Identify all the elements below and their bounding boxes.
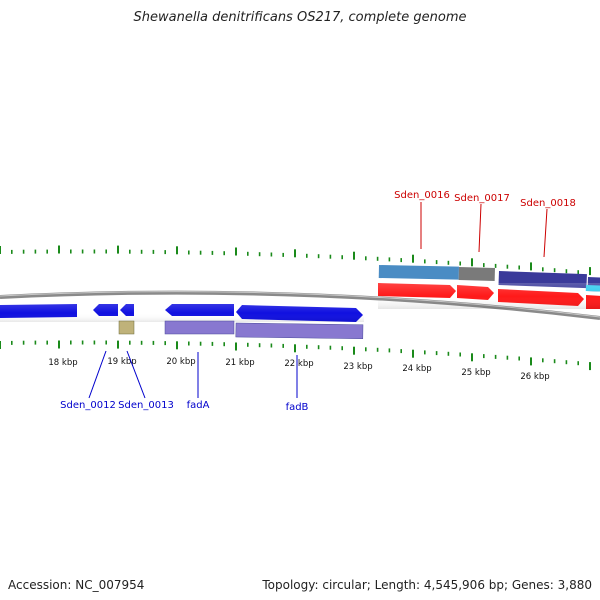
scale-label: 18 kbp bbox=[48, 358, 77, 368]
genome-summary-text: Topology: circular; Length: 4,545,906 bp… bbox=[262, 578, 592, 592]
cds-forward-4[interactable] bbox=[586, 295, 600, 309]
gene-fada-product[interactable] bbox=[164, 320, 235, 335]
gene-label-sden-0012[interactable]: Sden_0012 bbox=[60, 400, 116, 411]
gene-fadb-product[interactable] bbox=[235, 322, 364, 340]
scale-label: 24 kbp bbox=[402, 364, 431, 374]
cds-sden-0013[interactable] bbox=[120, 304, 134, 316]
gene-label-sden-0013[interactable]: Sden_0013 bbox=[118, 400, 174, 411]
scale-label: 26 kbp bbox=[520, 372, 549, 382]
label-leader bbox=[88, 350, 107, 399]
scale-label: 23 kbp bbox=[343, 362, 372, 372]
gene-label-sden-0018[interactable]: Sden_0018 bbox=[520, 198, 576, 209]
cds-forward-3[interactable] bbox=[498, 289, 584, 306]
gene-label-fadb[interactable]: fadB bbox=[286, 402, 309, 413]
accession-text: Accession: NC_007954 bbox=[8, 578, 145, 592]
cds-fadb[interactable] bbox=[236, 305, 363, 322]
gene-cyan-segment[interactable] bbox=[585, 285, 600, 292]
scale-label: 22 kbp bbox=[284, 359, 313, 369]
scale-labels: 18 kbp 19 kbp 20 kbp 21 kbp 22 kbp 23 kb… bbox=[48, 357, 549, 382]
label-leader bbox=[478, 203, 482, 253]
inner-tick-ring bbox=[0, 340, 591, 371]
reverse-gene-labels: Sden_0012 Sden_0013 fadA fadB bbox=[60, 350, 309, 413]
cds-forward-2[interactable] bbox=[457, 285, 494, 300]
reverse-feature-track bbox=[0, 304, 364, 340]
gene-sden-0018[interactable] bbox=[498, 271, 587, 289]
gene-sden-0017[interactable] bbox=[458, 267, 495, 281]
cds-sden-0012[interactable] bbox=[93, 304, 118, 316]
cds-fada[interactable] bbox=[165, 304, 234, 316]
map-title: Shewanella denitrificans OS217, complete… bbox=[133, 10, 467, 25]
cds-reverse-1[interactable] bbox=[0, 304, 77, 318]
forward-gene-labels: Sden_0016 Sden_0017 Sden_0018 bbox=[394, 190, 576, 258]
gene-sden-0016[interactable] bbox=[378, 264, 459, 280]
outer-tick-ring bbox=[0, 245, 591, 276]
scale-label: 20 kbp bbox=[166, 357, 195, 367]
label-leader bbox=[126, 350, 146, 399]
cds-forward-1[interactable] bbox=[378, 283, 456, 298]
pseudo-gene-sden-0013[interactable] bbox=[118, 320, 135, 335]
scale-label: 25 kbp bbox=[461, 368, 490, 378]
gene-label-sden-0016[interactable]: Sden_0016 bbox=[394, 190, 450, 201]
scale-label: 19 kbp bbox=[107, 357, 136, 367]
scale-label: 21 kbp bbox=[225, 358, 254, 368]
label-leader bbox=[543, 208, 548, 258]
gene-label-sden-0017[interactable]: Sden_0017 bbox=[454, 193, 510, 204]
gene-label-fada[interactable]: fadA bbox=[187, 400, 210, 411]
